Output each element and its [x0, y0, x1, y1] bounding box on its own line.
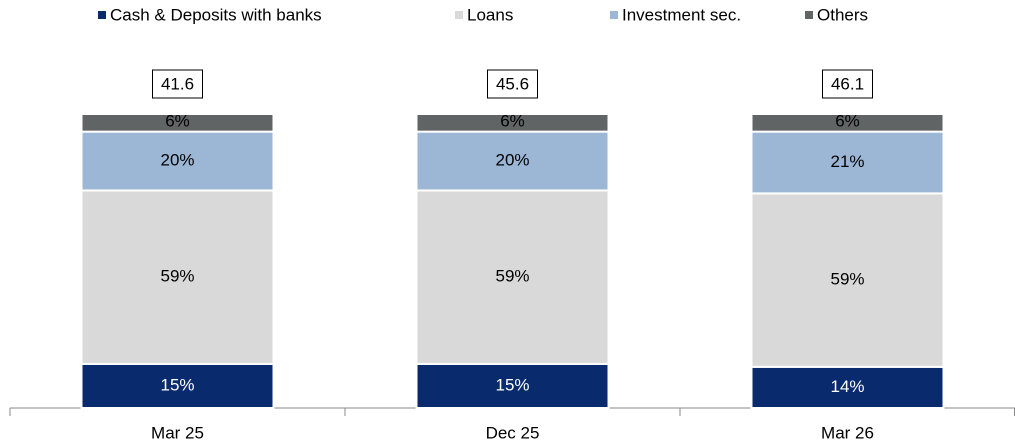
bar-segment: [750, 192, 945, 368]
data-label: 59%: [830, 270, 864, 289]
data-label: 15%: [495, 375, 529, 394]
legend-label: Investment sec.: [622, 5, 741, 24]
data-label: 15%: [160, 375, 194, 394]
bar-segment: [80, 113, 275, 133]
total-label: 46.1: [831, 74, 864, 93]
bar-segment: [750, 113, 945, 133]
legend-label: Cash & Deposits with banks: [110, 5, 322, 24]
data-label: 59%: [495, 267, 529, 286]
data-label: 21%: [830, 152, 864, 171]
bar-segment: [80, 362, 275, 409]
total-box: [822, 69, 873, 99]
data-label: 6%: [500, 111, 525, 130]
data-label: 20%: [160, 151, 194, 170]
bar-segment: [80, 189, 275, 365]
legend-label: Others: [817, 5, 868, 24]
total-box: [487, 69, 538, 99]
x-tick-label: Dec 25: [486, 423, 540, 442]
legend-swatch: [98, 11, 106, 19]
bar-segment: [415, 113, 610, 133]
x-tick-label: Mar 25: [151, 423, 204, 442]
bar-segment: [415, 362, 610, 409]
x-tick-label: Mar 26: [821, 423, 874, 442]
data-label: 6%: [835, 111, 860, 130]
legend-label: Loans: [467, 5, 513, 24]
data-label: 6%: [165, 111, 190, 130]
legend-swatch: [455, 11, 463, 19]
data-label: 20%: [495, 151, 529, 170]
legend-swatch: [805, 11, 813, 19]
total-label: 45.6: [496, 74, 529, 93]
total-label: 41.6: [161, 74, 194, 93]
data-label: 14%: [830, 377, 864, 396]
legend-swatch: [610, 11, 618, 19]
total-box: [152, 69, 203, 99]
data-label: 59%: [160, 267, 194, 286]
bar-segment: [750, 130, 945, 195]
